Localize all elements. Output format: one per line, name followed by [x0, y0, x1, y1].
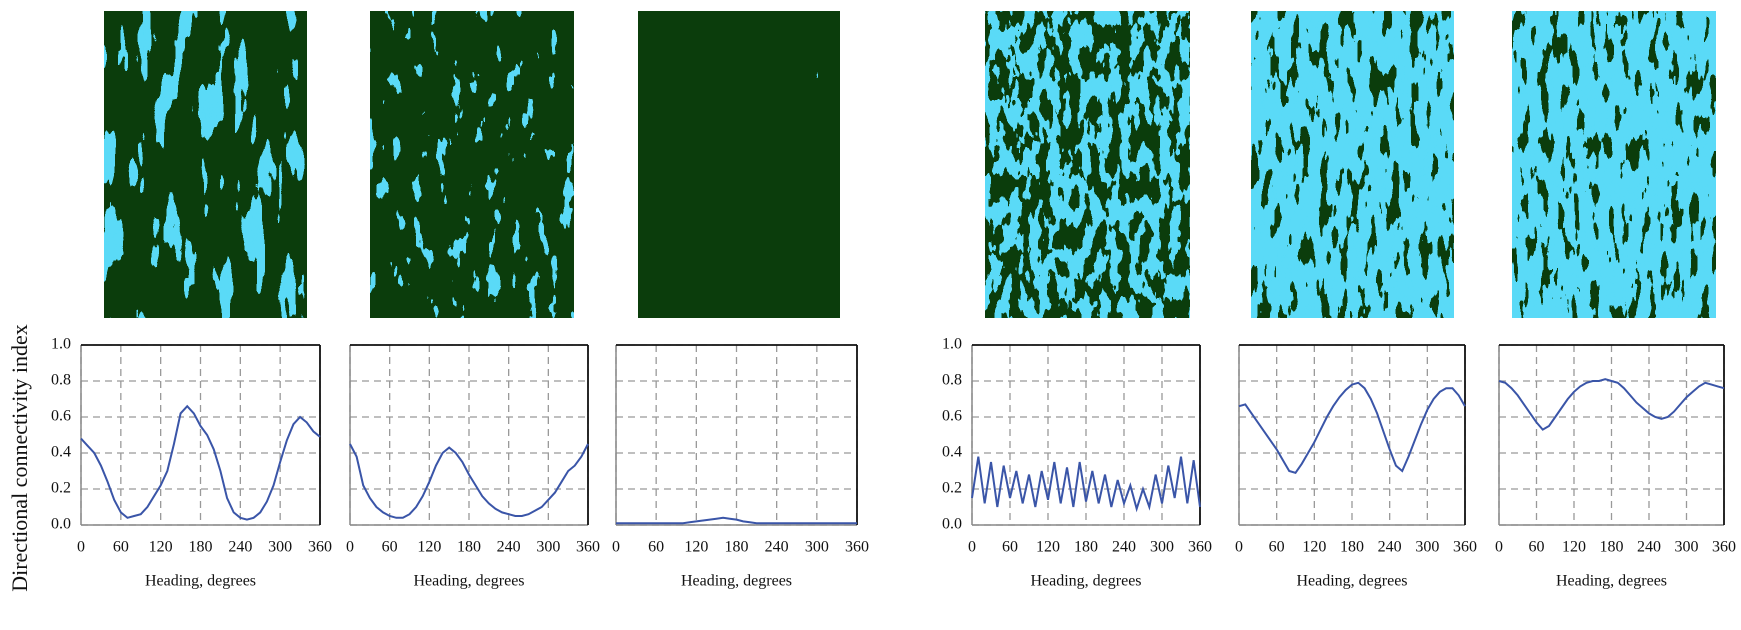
x-tick-label: 300 [1675, 539, 1699, 556]
x-tick-label: 60 [1529, 539, 1545, 556]
x-tick-label: 300 [805, 539, 829, 556]
y-tick-label: 1.0 [942, 336, 962, 353]
x-tick-label: 240 [1637, 539, 1661, 556]
x-axis-label: Heading, degrees [413, 573, 524, 590]
x-tick-label: 300 [268, 539, 292, 556]
data-line [1498, 378, 1725, 431]
x-tick-label: 360 [576, 539, 600, 556]
x-tick-label: 0 [1495, 539, 1503, 556]
x-tick-label: 300 [1150, 539, 1174, 556]
x-axis-label: Heading, degrees [1030, 573, 1141, 590]
x-tick-label: 0 [1235, 539, 1243, 556]
map-texture [985, 11, 1190, 318]
x-tick-label: 360 [1188, 539, 1212, 556]
x-tick-label: 0 [968, 539, 976, 556]
x-tick-label: 120 [1036, 539, 1060, 556]
x-tick-label: 120 [684, 539, 708, 556]
data-line [971, 456, 1201, 513]
x-tick-label: 180 [1340, 539, 1364, 556]
map-images [104, 11, 1716, 318]
y-tick-label: 0.8 [51, 372, 71, 389]
map-texture [638, 11, 840, 318]
x-tick-label: 180 [1074, 539, 1098, 556]
data-line [349, 443, 589, 519]
y-axis-label: Directional connectivity index [7, 324, 32, 592]
y-tick-label: 0.2 [51, 480, 71, 497]
x-axis-label: Heading, degrees [681, 573, 792, 590]
data-line [616, 516, 857, 525]
data-line [80, 404, 321, 521]
x-tick-label: 360 [845, 539, 869, 556]
x-tick-label: 0 [77, 539, 85, 556]
y-tick-label: 0.6 [942, 408, 962, 425]
x-tick-label: 60 [648, 539, 664, 556]
x-tick-label: 300 [536, 539, 560, 556]
x-tick-label: 180 [1600, 539, 1624, 556]
y-tick-label: 0.2 [942, 480, 962, 497]
x-tick-label: 180 [189, 539, 213, 556]
x-tick-label: 60 [1002, 539, 1018, 556]
y-tick-label: 0.0 [51, 516, 71, 533]
map-texture [104, 11, 307, 318]
y-tick-label: 0.4 [942, 444, 962, 461]
x-tick-label: 60 [113, 539, 129, 556]
x-tick-label: 240 [497, 539, 521, 556]
x-axis-label: Heading, degrees [145, 573, 256, 590]
x-tick-label: 60 [1269, 539, 1285, 556]
x-tick-label: 360 [1453, 539, 1477, 556]
x-tick-label: 360 [1712, 539, 1736, 556]
x-tick-label: 120 [1562, 539, 1586, 556]
data-line [1238, 381, 1466, 474]
x-tick-label: 240 [228, 539, 252, 556]
x-tick-label: 240 [765, 539, 789, 556]
x-tick-label: 60 [382, 539, 398, 556]
x-tick-label: 180 [725, 539, 749, 556]
x-tick-label: 0 [612, 539, 620, 556]
x-tick-label: 120 [1302, 539, 1326, 556]
y-tick-label: 0.4 [51, 444, 71, 461]
map-texture [1251, 11, 1454, 318]
x-tick-label: 300 [1415, 539, 1439, 556]
y-tick-label: 0.6 [51, 408, 71, 425]
map-texture [1512, 11, 1716, 318]
x-tick-label: 0 [346, 539, 354, 556]
x-axis-label: Heading, degrees [1556, 573, 1667, 590]
y-tick-label: 0.8 [942, 372, 962, 389]
y-tick-label: 0.0 [942, 516, 962, 533]
map-texture [370, 11, 574, 318]
x-tick-label: 120 [417, 539, 441, 556]
x-tick-label: 360 [308, 539, 332, 556]
y-tick-label: 1.0 [51, 336, 71, 353]
x-tick-label: 180 [457, 539, 481, 556]
x-axis-label: Heading, degrees [1296, 573, 1407, 590]
x-tick-label: 120 [149, 539, 173, 556]
x-tick-label: 240 [1378, 539, 1402, 556]
x-tick-label: 240 [1112, 539, 1136, 556]
